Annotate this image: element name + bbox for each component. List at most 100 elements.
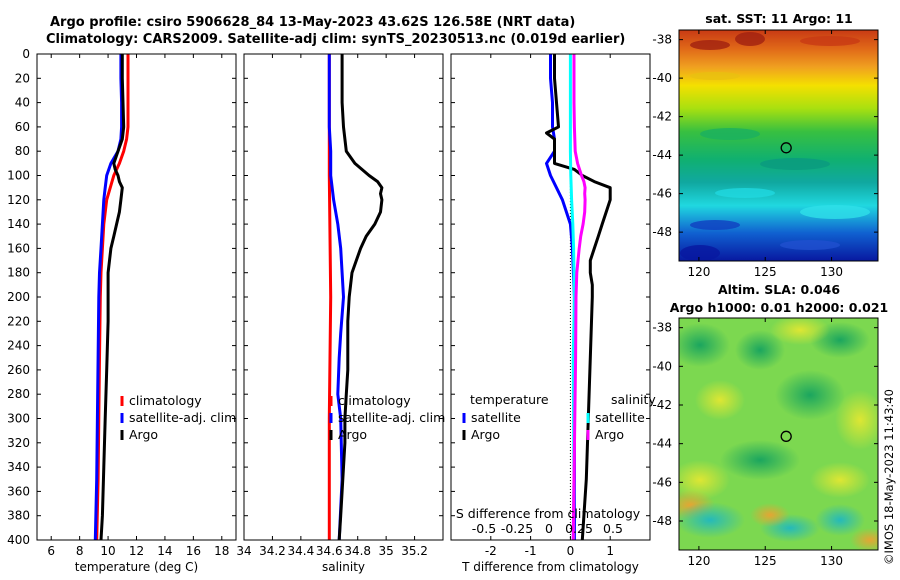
x-tick-label: 16 (186, 544, 201, 558)
legend-label: satellite-adj. clim (129, 410, 236, 425)
map-x-tick-label: 125 (754, 554, 777, 568)
sla-blob (695, 380, 745, 420)
x-tick-label: 35 (379, 544, 394, 558)
x-tick-label: 8 (76, 544, 84, 558)
profile-panel-2: -2 -1 0 1 T difference from climatology S dif… (450, 53, 656, 574)
depth-tick-label: 360 (7, 484, 30, 498)
map-field (679, 318, 878, 550)
chart-title-line1: Argo profile: csiro 5906628_84 13-May-20… (50, 15, 576, 30)
map-x-tick-label: 130 (820, 554, 843, 568)
plot-frame (36, 53, 237, 541)
x-axis-label: salinity (322, 560, 365, 574)
x-tick-label: 18 (214, 544, 229, 558)
chart-title-line2: Climatology: CARS2009. Satellite-adj cli… (46, 32, 626, 47)
map-panel-4: 120 125 130 -38 -40 -42 -44 -46 -48 Altim. SLA: 0… (652, 282, 888, 568)
legend-label: climatology (338, 393, 411, 408)
sla-blob (679, 502, 745, 538)
map-y-tick-label: -46 (652, 187, 672, 201)
map-field (679, 30, 878, 261)
depth-tick-label: 100 (7, 169, 30, 183)
x-tick-label: 34.8 (344, 544, 371, 558)
plot-frame (243, 53, 444, 541)
map-y-tick-label: -38 (652, 321, 672, 335)
argo-location-marker (780, 142, 792, 154)
map-x-tick-label: 130 (820, 265, 843, 279)
sst-patch (690, 220, 740, 230)
sst-patch (680, 245, 720, 261)
depth-tick-label: 340 (7, 460, 30, 474)
depth-tick-label: 200 (7, 290, 30, 304)
depth-tick-label: 220 (7, 314, 30, 328)
x-tick-label: 34.2 (259, 544, 286, 558)
sla-blob (770, 318, 830, 345)
sla-blob (679, 323, 730, 367)
profile-panel-0: 6 8 10 12 14 16 18 temperature (deg C) climatolo… (36, 53, 237, 574)
map-y-tick-label: -40 (652, 71, 672, 85)
x-tick-label: -1 (525, 544, 537, 558)
x-tick-label: 1 (606, 544, 614, 558)
sst-patch (800, 36, 860, 46)
map-y-tick-label: -40 (652, 359, 672, 373)
sst-patch (690, 40, 730, 50)
legend-label: Argo (338, 427, 367, 442)
map-y-tick-label: -46 (652, 475, 672, 489)
depth-tick-label: 180 (7, 266, 30, 280)
map-frame (678, 29, 879, 262)
s-tick-label: -0.25 (501, 521, 533, 536)
sst-map-title: sat. SST: 11 Argo: 11 (705, 11, 852, 26)
depth-tick-label: 320 (7, 436, 30, 450)
sla-blob (850, 528, 878, 550)
legend-heading-temperature: temperature (470, 392, 549, 407)
x-axis-label: temperature (deg C) (75, 560, 198, 574)
s-tick-label: 0.25 (565, 521, 593, 536)
series-line-argo (99, 54, 126, 541)
sst-patch (780, 240, 840, 250)
map-frame (678, 317, 879, 551)
sla-blob (835, 390, 878, 450)
x-tick-label: 35.2 (401, 544, 428, 558)
legend-label: Argo (471, 427, 500, 442)
legend-label: Argo (129, 427, 158, 442)
sst-patch (760, 158, 830, 170)
sla-blob (815, 504, 865, 536)
map-x-tick-label: 125 (754, 265, 777, 279)
series-line-satellite-adj-clim (327, 54, 345, 541)
map-x-tick-label: 120 (687, 554, 710, 568)
sla-blob (750, 503, 790, 527)
depth-tick-label: 280 (7, 387, 30, 401)
sst-patch (700, 128, 760, 140)
sst-patch (690, 72, 740, 80)
sla-blob (735, 330, 785, 370)
map-y-tick-label: -42 (652, 110, 672, 124)
depth-tick-label: 140 (7, 217, 30, 231)
depth-tick-label: 60 (15, 120, 30, 134)
series-line-s-argo (571, 54, 587, 541)
map-y-tick-label: -44 (652, 148, 672, 162)
sla-blob (720, 440, 800, 480)
depth-tick-label: 40 (15, 96, 30, 110)
sst-patch (715, 188, 775, 198)
depth-tick-label: 240 (7, 339, 30, 353)
s-tick-label: -0.5 (472, 521, 496, 536)
map-y-tick-label: -38 (652, 33, 672, 47)
profile-panel-1: 34 34.2 34.4 34.6 34.8 35 35.2 salinity climatol… (236, 53, 445, 574)
map-y-tick-label: -42 (652, 398, 672, 412)
map-y-tick-label: -44 (652, 437, 672, 451)
x-tick-label: 34.6 (316, 544, 343, 558)
depth-tick-label: 80 (15, 144, 30, 158)
x-tick-label: 6 (47, 544, 55, 558)
legend-label: satellite (595, 410, 645, 425)
map-y-tick-label: -48 (652, 225, 672, 239)
s-tick-label: 0.5 (603, 521, 623, 536)
series-line-t-argo (545, 54, 612, 541)
depth-tick-label: 260 (7, 363, 30, 377)
plot-frame (450, 53, 651, 541)
x-axis-label: T difference from climatology (461, 560, 639, 574)
argo-location-marker (780, 430, 792, 442)
legend-label: satellite-adj. clim (338, 410, 445, 425)
sst-patch (800, 205, 870, 219)
x-tick-label: 10 (100, 544, 115, 558)
legend-heading-salinity: salinity (611, 392, 656, 407)
legend-label: Argo (595, 427, 624, 442)
